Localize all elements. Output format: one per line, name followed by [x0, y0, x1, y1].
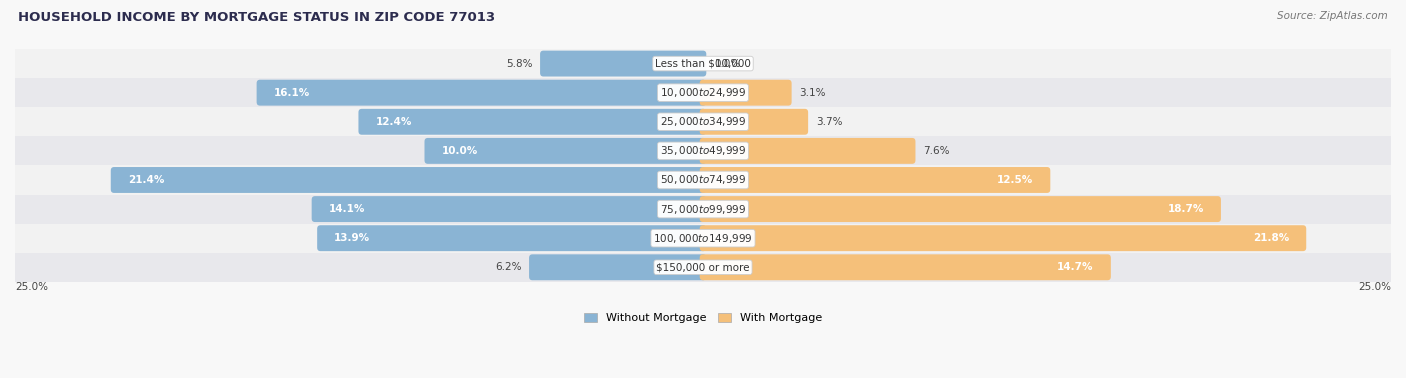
FancyBboxPatch shape	[700, 109, 808, 135]
Text: 12.5%: 12.5%	[997, 175, 1033, 185]
FancyBboxPatch shape	[540, 51, 706, 76]
Text: 5.8%: 5.8%	[506, 59, 533, 68]
FancyBboxPatch shape	[700, 254, 1111, 280]
Text: $35,000 to $49,999: $35,000 to $49,999	[659, 144, 747, 157]
FancyBboxPatch shape	[318, 225, 706, 251]
FancyBboxPatch shape	[257, 80, 706, 105]
FancyBboxPatch shape	[1, 136, 1405, 166]
Text: 6.2%: 6.2%	[495, 262, 522, 272]
Text: $75,000 to $99,999: $75,000 to $99,999	[659, 203, 747, 215]
FancyBboxPatch shape	[312, 196, 706, 222]
FancyBboxPatch shape	[111, 167, 706, 193]
Legend: Without Mortgage, With Mortgage: Without Mortgage, With Mortgage	[579, 308, 827, 327]
Text: 14.1%: 14.1%	[329, 204, 366, 214]
FancyBboxPatch shape	[1, 166, 1405, 195]
Text: Less than $10,000: Less than $10,000	[655, 59, 751, 68]
Text: $100,000 to $149,999: $100,000 to $149,999	[654, 232, 752, 245]
FancyBboxPatch shape	[1, 195, 1405, 224]
FancyBboxPatch shape	[700, 196, 1220, 222]
FancyBboxPatch shape	[1, 224, 1405, 253]
FancyBboxPatch shape	[425, 138, 706, 164]
Text: 3.1%: 3.1%	[800, 88, 825, 98]
FancyBboxPatch shape	[1, 78, 1405, 107]
Text: HOUSEHOLD INCOME BY MORTGAGE STATUS IN ZIP CODE 77013: HOUSEHOLD INCOME BY MORTGAGE STATUS IN Z…	[18, 11, 495, 24]
Text: 10.0%: 10.0%	[441, 146, 478, 156]
Text: $25,000 to $34,999: $25,000 to $34,999	[659, 115, 747, 128]
Text: 18.7%: 18.7%	[1167, 204, 1204, 214]
FancyBboxPatch shape	[529, 254, 706, 280]
FancyBboxPatch shape	[700, 138, 915, 164]
FancyBboxPatch shape	[359, 109, 706, 135]
FancyBboxPatch shape	[1, 107, 1405, 136]
Text: 14.7%: 14.7%	[1057, 262, 1094, 272]
FancyBboxPatch shape	[700, 80, 792, 105]
Text: 0.0%: 0.0%	[714, 59, 740, 68]
Text: Source: ZipAtlas.com: Source: ZipAtlas.com	[1277, 11, 1388, 21]
Text: $10,000 to $24,999: $10,000 to $24,999	[659, 86, 747, 99]
Text: 25.0%: 25.0%	[1358, 282, 1391, 292]
FancyBboxPatch shape	[1, 49, 1405, 78]
Text: 12.4%: 12.4%	[375, 117, 412, 127]
FancyBboxPatch shape	[700, 167, 1050, 193]
Text: 13.9%: 13.9%	[335, 233, 370, 243]
Text: 3.7%: 3.7%	[815, 117, 842, 127]
FancyBboxPatch shape	[700, 225, 1306, 251]
Text: $150,000 or more: $150,000 or more	[657, 262, 749, 272]
FancyBboxPatch shape	[1, 253, 1405, 282]
Text: 7.6%: 7.6%	[924, 146, 949, 156]
Text: 25.0%: 25.0%	[15, 282, 48, 292]
Text: 21.8%: 21.8%	[1253, 233, 1289, 243]
Text: $50,000 to $74,999: $50,000 to $74,999	[659, 174, 747, 186]
Text: 16.1%: 16.1%	[274, 88, 309, 98]
Text: 21.4%: 21.4%	[128, 175, 165, 185]
